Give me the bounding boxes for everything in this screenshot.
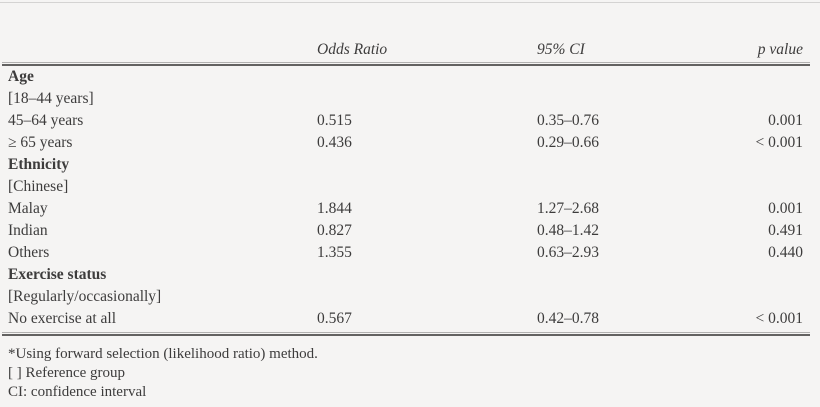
ci-value bbox=[537, 154, 697, 176]
row-label: Others bbox=[8, 244, 50, 261]
table-row: Age bbox=[0, 66, 820, 88]
row-label: ≥ 65 years bbox=[8, 134, 73, 151]
table-row: Exercise status bbox=[0, 264, 820, 286]
table-bottom-rule bbox=[2, 332, 810, 336]
odds-ratio-value: 0.436 bbox=[317, 134, 352, 151]
odds-ratio-value bbox=[317, 176, 537, 198]
row-label: Malay bbox=[8, 200, 48, 217]
row-label: [Regularly/occasionally] bbox=[8, 288, 162, 305]
ci-value bbox=[537, 264, 697, 286]
top-edge-rule bbox=[0, 2, 820, 3]
table-row: Ethnicity bbox=[0, 154, 820, 176]
table-row: [Chinese] bbox=[0, 176, 820, 198]
row-label: 45–64 years bbox=[8, 112, 84, 129]
p-value bbox=[697, 286, 803, 308]
row-label: [Chinese] bbox=[8, 178, 69, 195]
header-rule-light-line bbox=[2, 62, 810, 63]
p-value: 0.001 bbox=[768, 200, 803, 217]
column-header-odds-ratio: Odds Ratio bbox=[317, 41, 388, 58]
bottom-rule-light-line bbox=[2, 332, 810, 333]
ci-value: 1.27–2.68 bbox=[537, 200, 599, 217]
header-rule-dark-line bbox=[2, 64, 810, 66]
odds-ratio-value: 0.827 bbox=[317, 222, 352, 239]
table-row: Indian 0.827 0.48–1.42 0.491 bbox=[0, 220, 820, 242]
table-row: [18–44 years] bbox=[0, 88, 820, 110]
row-label: Exercise status bbox=[8, 266, 107, 283]
ci-value: 0.29–0.66 bbox=[537, 134, 599, 151]
ci-value: 0.35–0.76 bbox=[537, 112, 599, 129]
odds-ratio-value bbox=[317, 286, 537, 308]
table-row: Others 1.355 0.63–2.93 0.440 bbox=[0, 242, 820, 264]
footnote-line: [ ] Reference group bbox=[8, 365, 126, 381]
footnote-line: *Using forward selection (likelihood rat… bbox=[8, 346, 318, 362]
odds-ratio-value bbox=[317, 88, 537, 110]
table-row: Malay 1.844 1.27–2.68 0.001 bbox=[0, 198, 820, 220]
p-value: < 0.001 bbox=[755, 310, 804, 327]
odds-ratio-value: 1.355 bbox=[317, 244, 352, 261]
odds-ratio-value: 1.844 bbox=[317, 200, 352, 217]
table-body: Age [18–44 years] 45–64 years 0.515 0.35… bbox=[0, 66, 820, 330]
odds-ratio-value: 0.567 bbox=[317, 310, 352, 327]
p-value bbox=[697, 154, 803, 176]
ci-value: 0.63–2.93 bbox=[537, 244, 599, 261]
ci-value bbox=[537, 176, 697, 198]
ci-value: 0.48–1.42 bbox=[537, 222, 599, 239]
table-header-row: Odds Ratio 95% CI p value bbox=[0, 40, 820, 60]
column-header-95ci: 95% CI bbox=[537, 41, 585, 58]
row-label: No exercise at all bbox=[8, 310, 117, 327]
column-header-variable-empty bbox=[8, 40, 317, 60]
odds-ratio-value bbox=[317, 264, 537, 286]
p-value: < 0.001 bbox=[755, 134, 804, 151]
p-value bbox=[697, 176, 803, 198]
p-value: 0.001 bbox=[768, 112, 803, 129]
row-label: Indian bbox=[8, 222, 48, 239]
ci-value bbox=[537, 66, 697, 88]
p-value bbox=[697, 88, 803, 110]
table-row: 45–64 years 0.515 0.35–0.76 0.001 bbox=[0, 110, 820, 132]
column-header-p-value: p value bbox=[757, 41, 803, 58]
ci-value bbox=[537, 286, 697, 308]
odds-ratio-value bbox=[317, 154, 537, 176]
table-row: No exercise at all 0.567 0.42–0.78 < 0.0… bbox=[0, 308, 820, 330]
p-value bbox=[697, 66, 803, 88]
odds-ratio-value bbox=[317, 66, 537, 88]
ci-value: 0.42–0.78 bbox=[537, 310, 599, 327]
ci-value bbox=[537, 88, 697, 110]
p-value bbox=[697, 264, 803, 286]
header-rule bbox=[2, 62, 810, 66]
p-value: 0.491 bbox=[768, 222, 803, 239]
footnotes: *Using forward selection (likelihood rat… bbox=[0, 345, 820, 402]
odds-ratio-value: 0.515 bbox=[317, 112, 352, 129]
row-label: Age bbox=[8, 68, 34, 85]
footnote-line: CI: confidence interval bbox=[8, 384, 147, 400]
p-value: 0.440 bbox=[768, 244, 803, 261]
table-row: ≥ 65 years 0.436 0.29–0.66 < 0.001 bbox=[0, 132, 820, 154]
table-row: [Regularly/occasionally] bbox=[0, 286, 820, 308]
bottom-rule-dark-line bbox=[2, 334, 810, 336]
row-label: Ethnicity bbox=[8, 156, 70, 173]
row-label: [18–44 years] bbox=[8, 90, 94, 107]
